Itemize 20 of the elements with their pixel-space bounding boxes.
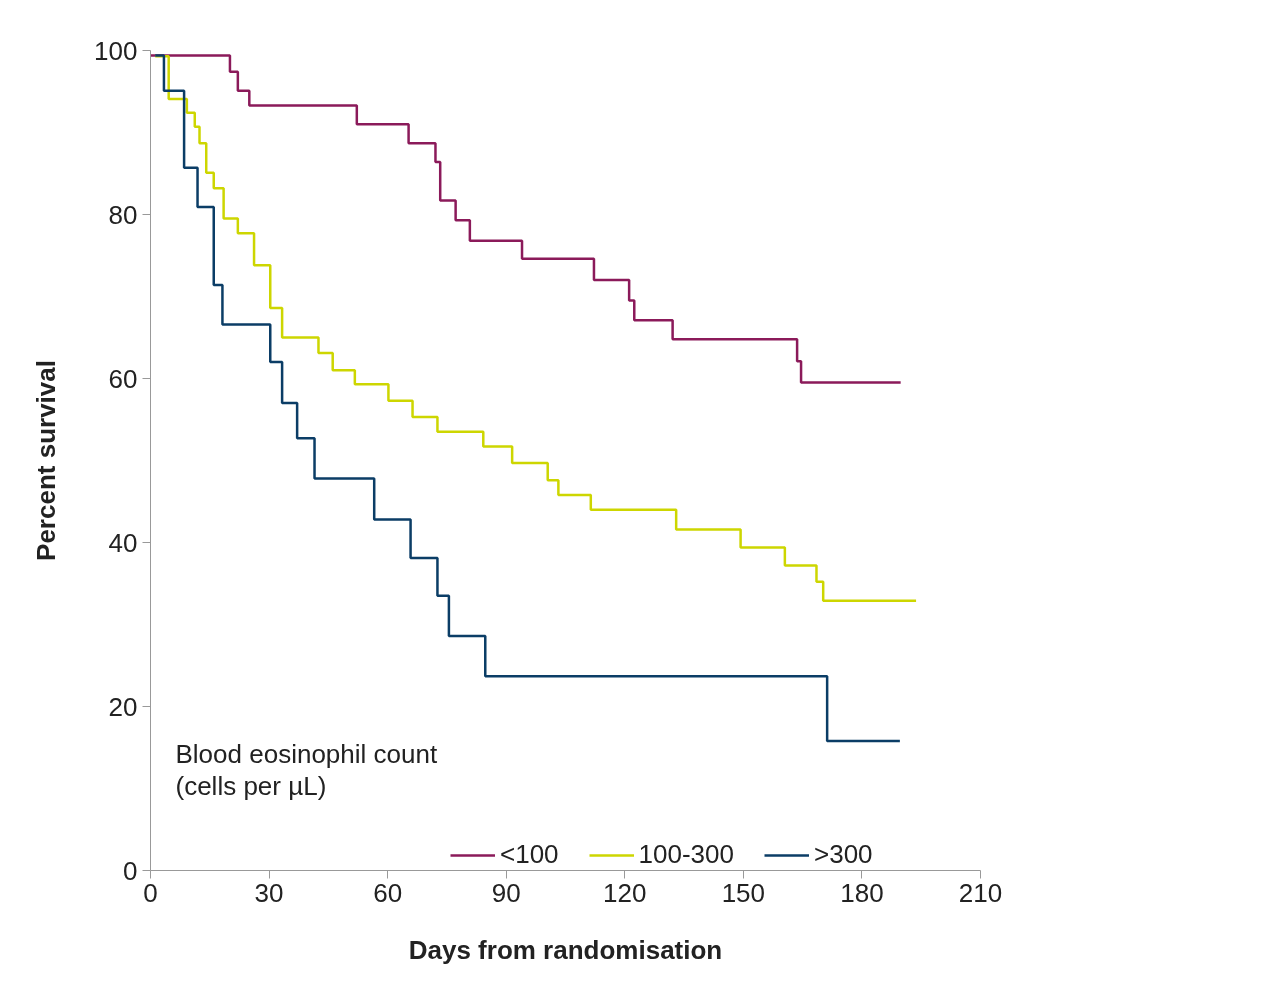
x-tick-label: 60 xyxy=(373,877,403,908)
legend-label: >300 xyxy=(814,839,873,870)
legend-title: Blood eosinophil count (cells per µL) xyxy=(175,738,438,801)
legend-label: <100 xyxy=(500,839,559,870)
x-tick-label: 180 xyxy=(840,877,884,908)
x-tick-label: 90 xyxy=(491,877,521,908)
x-tick-label: 150 xyxy=(721,877,766,908)
x-axis-title: Days from randomisation xyxy=(408,934,723,965)
y-tick-label: 60 xyxy=(108,363,138,394)
x-tick-label: 210 xyxy=(958,877,1003,908)
legend-label: 100-300 xyxy=(638,839,734,870)
y-axis-title: Percent survival xyxy=(31,360,62,561)
x-tick-label: 30 xyxy=(254,877,284,908)
x-tick-label: 120 xyxy=(603,877,647,908)
y-tick-label: 100 xyxy=(94,35,138,66)
y-tick-label: 0 xyxy=(123,855,138,886)
x-tick-label: 0 xyxy=(143,877,158,908)
y-tick-label: 40 xyxy=(108,527,138,558)
y-tick-label: 20 xyxy=(108,691,138,722)
y-tick-label: 80 xyxy=(108,199,138,230)
